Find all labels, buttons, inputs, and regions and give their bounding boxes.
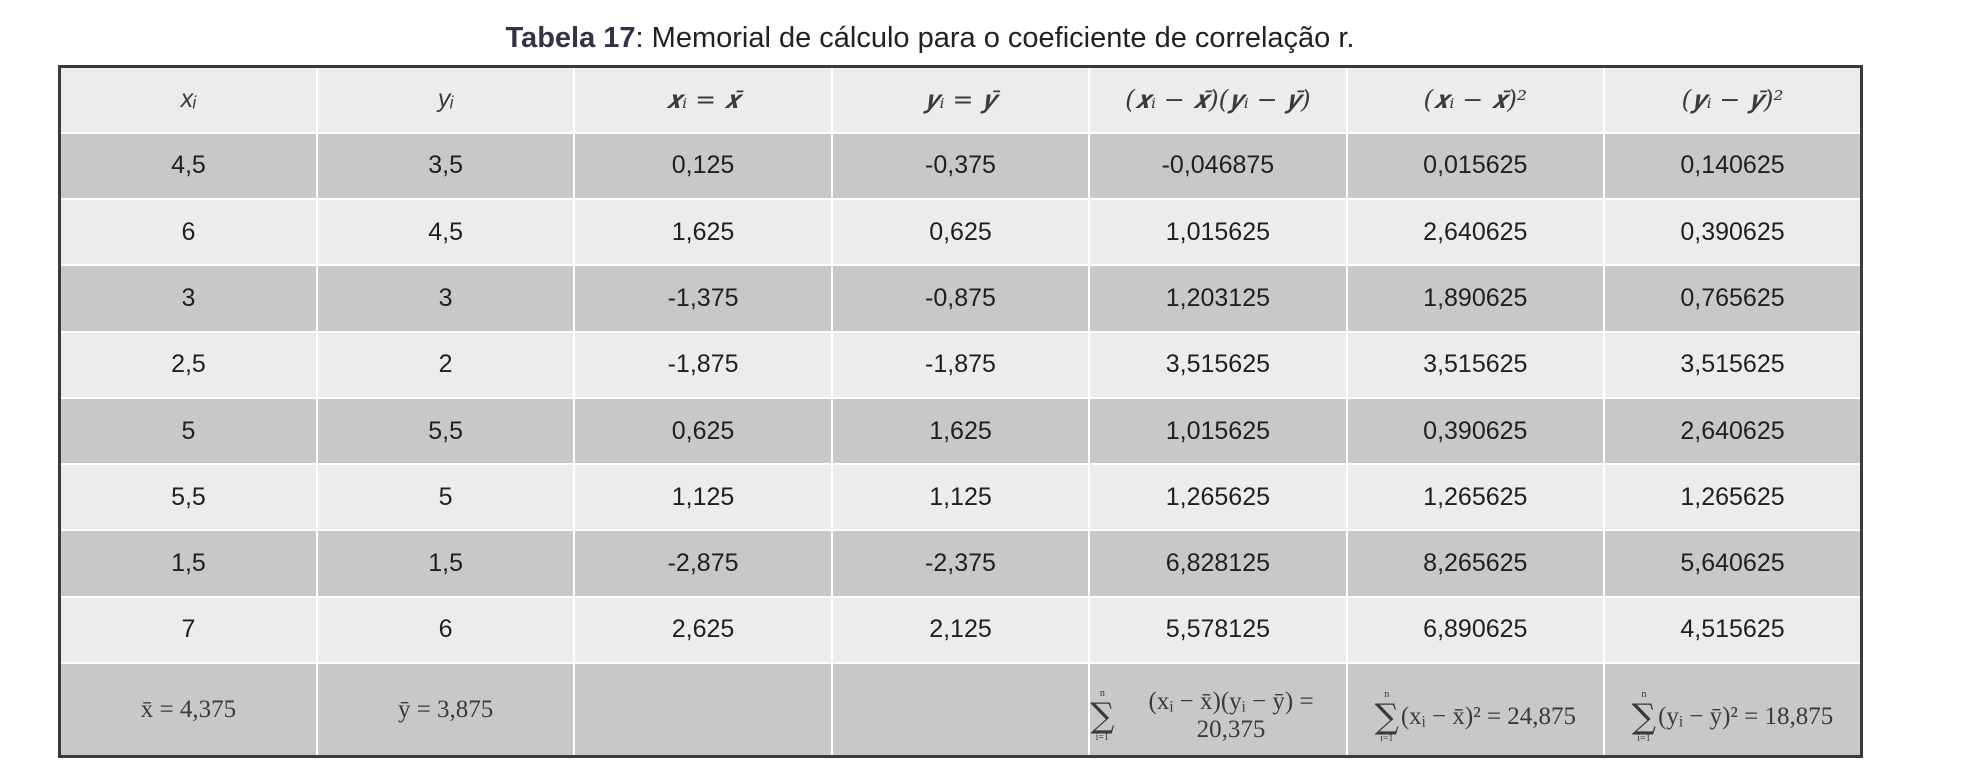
sigma-icon: n ∑ i=1	[1631, 688, 1657, 744]
cell-yi: 3	[316, 265, 576, 333]
table-row: 6 4,5 1,625 0,625 1,015625 2,640625 0,39…	[59, 199, 1862, 267]
cell-y-squared-deviation: 3,515625	[1604, 331, 1862, 399]
cell-x-squared-deviation: 8,265625	[1346, 530, 1606, 598]
cell-cross-product: 1,015625	[1089, 397, 1348, 466]
cell-xi: 4,5	[59, 132, 318, 201]
sum-y-squared-value: (yᵢ − ȳ)² = 18,875	[1658, 702, 1834, 730]
mean-x: x̄ = 4,375	[59, 663, 318, 758]
sigma-lower-limit: i=1	[1637, 732, 1651, 744]
cell-x-deviation: -1,375	[574, 265, 833, 333]
cell-y-squared-deviation: 0,765625	[1604, 265, 1862, 333]
cell-xi: 3	[59, 265, 318, 333]
cell-cross-product: 1,203125	[1089, 265, 1348, 333]
header-y-deviation: 𝒚ᵢ = 𝒚̄	[831, 66, 1091, 134]
cell-x-deviation: 0,125	[574, 132, 833, 201]
table-header-row: xᵢ yᵢ 𝒙ᵢ = 𝒙̄ 𝒚ᵢ = 𝒚̄ (𝒙ᵢ − 𝒙̄)(𝒚ᵢ − 𝒚̄)…	[59, 66, 1862, 134]
mean-y: ȳ = 3,875	[316, 663, 576, 758]
cell-y-deviation: 2,125	[831, 596, 1091, 665]
cell-x-deviation: 1,125	[574, 464, 833, 532]
cell-y-deviation: -0,375	[831, 132, 1091, 201]
cell-y-squared-deviation: 0,390625	[1604, 199, 1862, 267]
caption-text: : Memorial de cálculo para o coeficiente…	[635, 22, 1355, 54]
cell-y-deviation: -1,875	[831, 331, 1091, 399]
cell-yi: 4,5	[316, 199, 576, 267]
cell-xi: 6	[59, 199, 318, 267]
cell-x-deviation: 0,625	[574, 397, 833, 466]
header-xi: xᵢ	[59, 66, 318, 134]
cell-cross-product: 1,265625	[1089, 464, 1348, 532]
cell-x-squared-deviation: 1,890625	[1346, 265, 1606, 333]
cell-xi: 5	[59, 397, 318, 466]
cell-y-deviation: 1,125	[831, 464, 1091, 532]
header-x-deviation: 𝒙ᵢ = 𝒙̄	[574, 66, 833, 134]
cell-x-squared-deviation: 1,265625	[1346, 464, 1606, 532]
cell-x-deviation: 1,625	[574, 199, 833, 267]
summary-row: x̄ = 4,375 ȳ = 3,875 n ∑ i=1 (xᵢ − x̄)(y…	[59, 663, 1862, 758]
header-cross-product: (𝒙ᵢ − 𝒙̄)(𝒚ᵢ − 𝒚̄)	[1089, 66, 1348, 134]
cell-cross-product: 1,015625	[1089, 199, 1348, 267]
sigma-icon: n ∑ i=1	[1374, 688, 1399, 744]
cell-x-squared-deviation: 6,890625	[1346, 596, 1606, 665]
cell-xi: 5,5	[59, 464, 318, 532]
cell-y-deviation: -2,375	[831, 530, 1091, 598]
empty-summary-cell	[574, 663, 833, 758]
cell-cross-product: 6,828125	[1089, 530, 1348, 598]
header-yi: yᵢ	[316, 66, 576, 134]
table-row: 7 6 2,625 2,125 5,578125 6,890625 4,5156…	[59, 596, 1862, 665]
header-y-squared-deviation: (𝒚ᵢ − 𝒚̄)²	[1604, 66, 1862, 134]
cell-yi: 3,5	[316, 132, 576, 201]
cell-y-deviation: 0,625	[831, 199, 1091, 267]
sigma-upper-limit: n	[1641, 688, 1647, 700]
sigma-upper-limit: n	[1099, 688, 1105, 700]
cell-y-squared-deviation: 2,640625	[1604, 397, 1862, 466]
cell-y-deviation: 1,625	[831, 397, 1091, 466]
cell-yi: 1,5	[316, 530, 576, 598]
empty-summary-cell	[831, 663, 1091, 758]
table-row: 1,5 1,5 -2,875 -2,375 6,828125 8,265625 …	[59, 530, 1862, 598]
cell-x-deviation: -2,875	[574, 530, 833, 598]
cell-x-squared-deviation: 2,640625	[1346, 199, 1606, 267]
table-row: 5,5 5 1,125 1,125 1,265625 1,265625 1,26…	[59, 464, 1862, 532]
sum-cross-product: n ∑ i=1 (xᵢ − x̄)(yᵢ − ȳ) = 20,375	[1089, 663, 1348, 758]
sum-x-squared-value: (xᵢ − x̄)² = 24,875	[1400, 702, 1577, 730]
sum-y-squared: n ∑ i=1 (yᵢ − ȳ)² = 18,875	[1604, 663, 1862, 758]
cell-y-squared-deviation: 1,265625	[1604, 464, 1862, 532]
cell-x-deviation: -1,875	[574, 331, 833, 399]
cell-yi: 6	[316, 596, 576, 665]
table-row: 3 3 -1,375 -0,875 1,203125 1,890625 0,76…	[59, 265, 1862, 333]
sigma-upper-limit: n	[1384, 688, 1390, 700]
cell-y-squared-deviation: 4,515625	[1604, 596, 1862, 665]
sigma-lower-limit: i=1	[1380, 732, 1394, 744]
cell-cross-product: -0,046875	[1089, 132, 1348, 201]
caption-label: Tabela 17	[505, 22, 636, 54]
cell-y-squared-deviation: 0,140625	[1604, 132, 1862, 201]
cell-x-squared-deviation: 3,515625	[1346, 331, 1606, 399]
cell-cross-product: 3,515625	[1089, 331, 1348, 399]
table-row: 2,5 2 -1,875 -1,875 3,515625 3,515625 3,…	[59, 331, 1862, 399]
header-x-squared-deviation: (𝒙ᵢ − 𝒙̄)²	[1346, 66, 1606, 134]
cell-yi: 2	[316, 331, 576, 399]
cell-xi: 7	[59, 596, 318, 665]
cell-y-deviation: -0,875	[831, 265, 1091, 333]
cell-x-deviation: 2,625	[574, 596, 833, 665]
cell-x-squared-deviation: 0,390625	[1346, 397, 1606, 466]
correlation-calculation-table: xᵢ yᵢ 𝒙ᵢ = 𝒙̄ 𝒚ᵢ = 𝒚̄ (𝒙ᵢ − 𝒙̄)(𝒚ᵢ − 𝒚̄)…	[58, 65, 1863, 758]
sum-cross-product-value: (xᵢ − x̄)(yᵢ − ȳ) = 20,375	[1148, 688, 1314, 744]
table-row: 5 5,5 0,625 1,625 1,015625 0,390625 2,64…	[59, 397, 1862, 466]
sum-x-squared: n ∑ i=1 (xᵢ − x̄)² = 24,875	[1346, 663, 1606, 758]
cell-y-squared-deviation: 5,640625	[1604, 530, 1862, 598]
sigma-icon: n ∑ i=1	[1090, 688, 1115, 744]
sigma-lower-limit: i=1	[1095, 732, 1110, 744]
cell-x-squared-deviation: 0,015625	[1346, 132, 1606, 201]
cell-xi: 2,5	[59, 331, 318, 399]
cell-yi: 5,5	[316, 397, 576, 466]
cell-yi: 5	[316, 464, 576, 532]
cell-cross-product: 5,578125	[1089, 596, 1348, 665]
cell-xi: 1,5	[59, 530, 318, 598]
table-caption: Tabela 17: Memorial de cálculo para o co…	[0, 22, 1860, 55]
table-row: 4,5 3,5 0,125 -0,375 -0,046875 0,015625 …	[59, 132, 1862, 201]
